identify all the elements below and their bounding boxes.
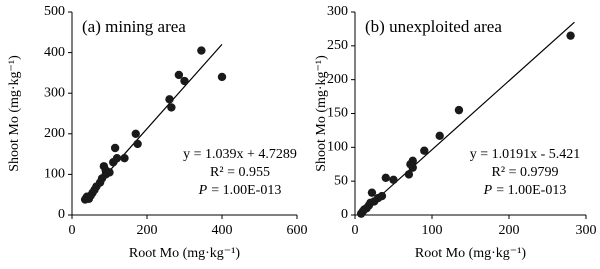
point [167, 103, 176, 112]
y-tick-label: 100 [327, 140, 348, 155]
point [217, 72, 227, 82]
p-symbol: P [483, 183, 493, 198]
x-axis-label: Root Mo (mg·kg⁻¹) [129, 246, 240, 261]
point [112, 153, 122, 163]
y-tick-label: 200 [44, 126, 65, 141]
equation: y = 1.0191x - 5.421 [470, 147, 581, 162]
y-axis-label: Shoot Mo (mg·kg⁻¹) [314, 55, 329, 172]
x-tick-label: 400 [212, 223, 233, 238]
y-tick-label: 50 [334, 173, 348, 188]
p-symbol: P [198, 183, 208, 198]
p-text: = 1.00E-013 [496, 183, 566, 198]
y-tick-label: 300 [44, 85, 65, 100]
point [381, 173, 390, 182]
y-tick-label: 0 [341, 207, 348, 222]
point [404, 170, 414, 179]
point [180, 76, 189, 86]
point [408, 156, 417, 166]
equation: y = 1.039x + 4.7289 [183, 147, 297, 162]
x-tick-label: 0 [69, 223, 76, 238]
point [197, 46, 206, 55]
chart-title: (a) mining area [82, 17, 186, 36]
point [133, 139, 142, 149]
point [105, 168, 114, 177]
point [420, 146, 429, 155]
y-tick-label: 150 [327, 106, 348, 121]
point [174, 70, 184, 80]
point [131, 129, 140, 138]
point [435, 131, 444, 141]
chart-title: (b) unexploited area [365, 17, 502, 36]
point [389, 175, 398, 185]
x-tick-label: 100 [422, 223, 443, 238]
y-tick-label: 200 [327, 72, 348, 87]
y-tick-label: 100 [44, 167, 65, 182]
point [377, 191, 387, 201]
p-value: P = 1.00E-013 [483, 183, 567, 198]
y-tick-label: 300 [327, 4, 348, 19]
x-tick-label: 200 [499, 223, 520, 238]
point [408, 163, 417, 172]
x-tick-label: 0 [352, 223, 359, 238]
point [566, 31, 575, 40]
y-tick-label: 0 [58, 207, 65, 222]
y-axis-label: Shoot Mo (mg·kg⁻¹) [7, 55, 22, 172]
point [367, 188, 377, 197]
x-tick-label: 200 [137, 223, 158, 238]
p-text: = 1.00E-013 [211, 183, 281, 198]
x-axis-label: Root Mo (mg·kg⁻¹) [415, 246, 526, 261]
y-tick-label: 250 [327, 38, 348, 53]
y-tick-label: 500 [44, 4, 65, 19]
r-squared: R² = 0.955 [210, 165, 270, 180]
point [110, 143, 120, 153]
point [165, 95, 174, 104]
point [120, 153, 129, 163]
p-value: P = 1.00E-013 [198, 183, 282, 198]
x-tick-label: 600 [287, 223, 308, 238]
x-tick-label: 300 [576, 223, 597, 238]
point [454, 105, 464, 115]
y-tick-label: 400 [44, 45, 65, 60]
r-squared: R² = 0.9799 [492, 165, 559, 180]
